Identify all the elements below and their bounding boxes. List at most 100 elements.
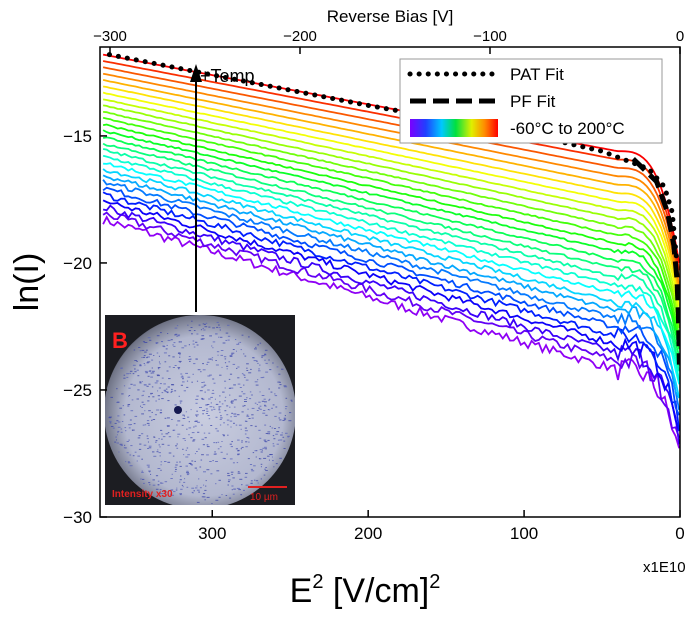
inset-speck xyxy=(202,369,206,371)
inset-speck xyxy=(126,376,129,378)
inset-speck xyxy=(241,373,244,375)
inset-speck xyxy=(188,427,192,429)
inset-speck xyxy=(203,484,205,486)
inset-speck xyxy=(200,338,204,340)
inset-speck xyxy=(287,435,290,437)
inset-speck xyxy=(245,484,249,486)
inset-speck xyxy=(213,382,216,384)
inset-speck xyxy=(161,482,164,484)
inset-speck xyxy=(153,436,155,438)
inset-speck xyxy=(244,355,247,357)
inset-speck xyxy=(192,373,194,375)
inset-speck xyxy=(197,369,201,371)
inset-speck xyxy=(244,401,247,402)
inset-speck xyxy=(220,415,222,417)
inset-speck xyxy=(216,470,220,472)
inset-speck xyxy=(211,503,213,504)
inset-speck xyxy=(122,405,124,407)
inset-speck xyxy=(196,344,199,346)
inset-speck xyxy=(255,346,257,348)
inset-speck xyxy=(275,406,278,408)
inset-speck xyxy=(263,410,266,411)
inset-speck xyxy=(148,370,152,372)
inset-speck xyxy=(134,360,138,361)
inset-speck xyxy=(170,489,174,491)
inset-speck xyxy=(218,336,220,338)
inset-speck xyxy=(159,482,162,484)
inset-speck xyxy=(216,321,219,323)
inset-speck xyxy=(229,420,233,422)
inset-speck xyxy=(156,380,159,382)
legend-temp-label: -60°C to 200°C xyxy=(510,119,625,138)
inset-speck xyxy=(246,437,249,438)
temp-annotation: +Temp xyxy=(200,66,255,86)
inset-speck xyxy=(148,353,152,355)
inset-speck xyxy=(231,412,233,414)
top-tick-label: −200 xyxy=(283,28,317,45)
inset-speck xyxy=(218,407,220,409)
inset-speck xyxy=(167,444,170,446)
inset-speck xyxy=(232,363,236,365)
inset-speck xyxy=(246,370,249,371)
inset-speck xyxy=(270,454,273,456)
inset-speck xyxy=(179,465,182,467)
inset-speck xyxy=(127,461,130,463)
inset-speck xyxy=(187,454,190,456)
inset-speck xyxy=(150,392,153,394)
inset-speck xyxy=(267,433,271,435)
inset-speck xyxy=(237,366,240,368)
inset-speck xyxy=(109,422,112,424)
legend-colormap-swatch xyxy=(410,119,498,137)
inset-speck xyxy=(235,424,238,426)
series-line xyxy=(102,66,680,278)
inset-speck xyxy=(181,484,184,486)
inset-speck xyxy=(147,337,151,339)
inset-speck xyxy=(220,354,223,356)
inset-speck xyxy=(141,458,143,460)
inset-speck xyxy=(182,378,184,380)
inset-speck xyxy=(233,399,237,401)
inset-speck xyxy=(197,414,199,416)
inset-speck xyxy=(272,445,275,447)
inset-speck xyxy=(244,427,247,429)
inset-speck xyxy=(160,429,163,431)
inset-speck xyxy=(287,436,289,438)
inset-speck xyxy=(171,384,174,386)
inset-speck xyxy=(173,342,176,344)
inset-speck xyxy=(161,392,164,394)
inset-speck xyxy=(238,342,240,344)
inset-speck xyxy=(232,349,235,350)
inset-speck xyxy=(146,385,149,387)
inset-speck xyxy=(254,348,257,350)
inset-speck xyxy=(128,395,130,397)
inset-speck xyxy=(220,350,224,351)
inset-speck xyxy=(141,401,144,403)
inset-speck xyxy=(224,410,227,412)
inset-speck xyxy=(260,463,263,465)
inset-speck xyxy=(171,473,173,475)
inset-speck xyxy=(187,324,189,326)
inset-speck xyxy=(264,468,266,470)
inset-speck xyxy=(265,371,269,373)
inset-speck xyxy=(184,345,187,347)
inset-speck xyxy=(166,425,170,427)
inset-speck xyxy=(244,376,246,378)
inset-speck xyxy=(137,375,140,377)
inset-speck xyxy=(112,427,115,429)
inset-speck xyxy=(276,443,279,445)
inset-speck xyxy=(232,493,235,495)
inset-speck xyxy=(195,487,198,489)
series-line xyxy=(102,211,680,439)
series-line xyxy=(103,162,680,385)
inset-speck xyxy=(221,494,223,496)
inset-speck xyxy=(167,461,171,463)
inset-speck xyxy=(179,481,181,483)
inset-speck xyxy=(265,362,268,364)
inset-speck xyxy=(181,347,185,349)
inset-speck xyxy=(224,396,227,398)
inset-speck xyxy=(226,405,229,407)
inset-speck xyxy=(210,396,213,398)
inset-speck xyxy=(207,389,210,391)
inset-speck xyxy=(203,385,205,387)
inset-speck xyxy=(179,400,183,402)
